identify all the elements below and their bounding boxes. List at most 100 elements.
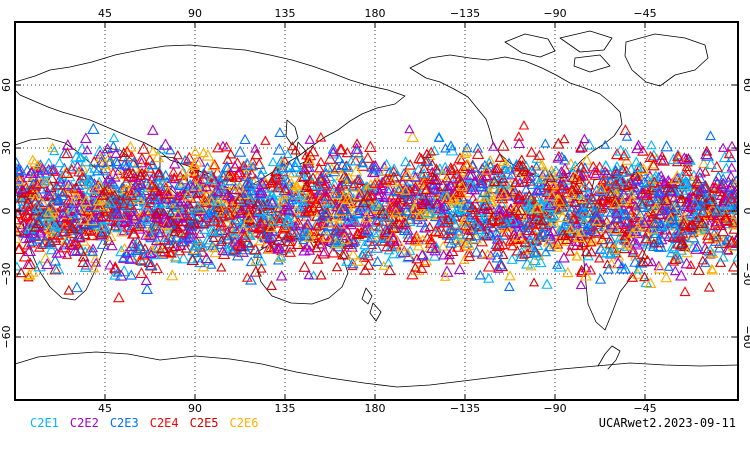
- observation-triangle: [266, 193, 279, 205]
- observation-triangle: [53, 192, 64, 203]
- observation-triangle: [557, 251, 570, 263]
- observation-triangle: [556, 221, 569, 233]
- observation-triangle: [596, 202, 608, 213]
- observation-triangle: [246, 168, 258, 179]
- observation-triangle: [319, 180, 331, 191]
- observation-triangle: [681, 199, 695, 212]
- observation-triangle: [446, 193, 460, 205]
- observation-triangle: [358, 247, 371, 259]
- observation-triangle: [63, 179, 75, 190]
- observation-triangle: [496, 196, 509, 207]
- observation-triangle: [192, 200, 203, 211]
- observation-triangle: [113, 291, 125, 303]
- observation-triangle: [590, 227, 603, 238]
- observation-triangle: [418, 163, 430, 174]
- observation-triangle: [15, 232, 23, 244]
- observation-triangle: [439, 203, 452, 215]
- observation-triangle: [217, 245, 228, 255]
- observation-triangle: [440, 191, 454, 204]
- observation-triangle: [445, 237, 457, 248]
- observation-triangle: [444, 179, 457, 190]
- observation-triangle: [570, 182, 584, 195]
- observation-triangle: [436, 169, 449, 180]
- observation-triangle: [71, 245, 82, 256]
- observation-triangle: [418, 256, 431, 267]
- observation-triangle: [352, 255, 364, 266]
- observation-triangle: [209, 159, 221, 170]
- observation-triangle: [461, 198, 475, 210]
- observation-triangle: [265, 222, 277, 233]
- observation-triangle: [125, 269, 137, 280]
- observation-triangle: [617, 208, 631, 220]
- observation-triangle: [54, 173, 66, 184]
- observation-triangle: [43, 209, 57, 221]
- observation-triangle: [710, 232, 722, 243]
- observation-triangle: [304, 244, 316, 255]
- observation-triangle: [507, 187, 518, 197]
- observation-triangle: [516, 160, 529, 172]
- observation-triangle: [221, 190, 233, 200]
- observation-triangle: [240, 157, 254, 170]
- observation-triangle: [19, 226, 31, 238]
- observation-triangle: [639, 271, 650, 282]
- observation-triangle: [33, 260, 46, 272]
- observation-triangle: [655, 174, 669, 187]
- right-lat-label-minus-60: −60: [741, 325, 750, 348]
- bottom-lon-label-45: 45: [98, 402, 112, 415]
- observation-triangle: [515, 250, 528, 262]
- observation-triangle: [700, 257, 711, 267]
- observation-triangle: [406, 130, 419, 142]
- observation-triangle: [727, 214, 738, 225]
- observation-triangle: [15, 172, 25, 182]
- observation-triangle: [35, 228, 46, 238]
- observation-triangle: [675, 231, 686, 241]
- observation-triangle: [442, 214, 454, 224]
- observation-triangle: [684, 198, 698, 210]
- observation-triangle: [383, 264, 396, 276]
- observation-triangle: [206, 224, 219, 236]
- observation-triangle: [26, 184, 37, 195]
- observation-triangle: [394, 248, 406, 259]
- observation-triangle: [632, 268, 644, 279]
- observation-triangle: [154, 227, 165, 238]
- observation-triangle: [234, 192, 247, 204]
- bottom-lon-label-135: 135: [275, 402, 296, 415]
- observation-triangle: [433, 163, 447, 175]
- observation-triangle: [35, 208, 48, 220]
- observation-triangle: [174, 179, 187, 191]
- observation-triangle: [27, 236, 38, 246]
- observation-triangle: [609, 245, 621, 255]
- observation-triangle: [109, 269, 121, 280]
- observation-triangle: [568, 160, 582, 172]
- legend-item-c2e3: C2E3: [109, 416, 139, 430]
- observation-triangle: [415, 153, 428, 164]
- observation-triangle: [282, 230, 294, 241]
- right-lat-label-0: 0: [741, 208, 750, 215]
- observation-triangle: [84, 183, 97, 195]
- observation-triangle: [147, 146, 159, 156]
- observation-triangle: [266, 280, 277, 290]
- observation-triangle: [228, 160, 242, 173]
- observation-triangle: [71, 189, 82, 199]
- observation-triangle: [674, 253, 685, 263]
- observation-triangle: [140, 229, 152, 240]
- south-america-coastline: [581, 177, 653, 331]
- bottom-longitude-labels: 45 90 135 180 −135 −90 −45: [98, 402, 657, 415]
- observation-triangle: [175, 170, 186, 181]
- observation-triangle: [43, 209, 54, 220]
- observation-triangle: [56, 190, 69, 201]
- observation-triangle: [244, 240, 256, 251]
- observation-triangle: [499, 163, 510, 172]
- observation-triangle: [666, 202, 677, 213]
- observation-triangle: [92, 164, 105, 176]
- observation-triangle: [692, 264, 705, 275]
- observation-triangle: [307, 145, 320, 157]
- observation-triangle: [650, 218, 661, 228]
- observation-triangle: [337, 202, 350, 214]
- observation-triangle: [189, 191, 203, 203]
- observation-triangle: [190, 180, 203, 191]
- observation-triangle: [127, 210, 139, 221]
- observation-triangle: [79, 154, 93, 167]
- observation-triangle: [294, 201, 307, 212]
- observation-triangle: [159, 192, 172, 204]
